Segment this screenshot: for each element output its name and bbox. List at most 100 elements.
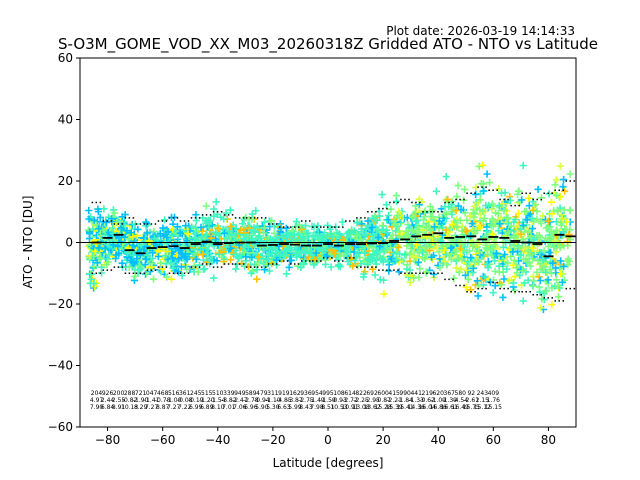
scatter-point — [542, 224, 550, 232]
scatter-point — [519, 221, 527, 229]
scatter-point — [410, 274, 418, 282]
bin-stat-n: 204 — [91, 390, 103, 397]
scatter-point — [288, 246, 296, 254]
scatter-point — [436, 263, 444, 271]
bin-stat-sd: 13.08 — [352, 404, 369, 411]
scatter-point — [214, 224, 222, 232]
scatter-point — [517, 230, 525, 238]
scatter-point — [227, 222, 235, 231]
scatter-point — [202, 231, 210, 239]
scatter-point — [354, 248, 362, 256]
scatter-point — [492, 250, 500, 258]
bin-stat-n: 162 — [289, 390, 301, 397]
scatter-point — [184, 230, 192, 238]
scatter-point — [321, 260, 330, 269]
scatter-point — [450, 274, 458, 282]
scatter-point — [232, 230, 240, 238]
scatter-point — [188, 223, 196, 231]
bin-stat-mean: -1.39 — [441, 397, 457, 404]
bin-stat-mean: -1.54 — [210, 397, 226, 404]
scatter-point — [364, 217, 372, 225]
scatter-point — [248, 210, 256, 218]
scatter-point — [481, 273, 489, 281]
scatter-point — [114, 242, 122, 250]
scatter-point — [472, 190, 480, 198]
bin-stat-mean: 4.97 — [90, 397, 104, 404]
x-tick-label: −60 — [150, 433, 175, 447]
x-tick-label: 80 — [541, 433, 556, 447]
scatter-point — [97, 231, 105, 239]
scatter-point — [422, 243, 430, 251]
scatter-point — [182, 222, 190, 230]
y-tick-label: 0 — [65, 236, 73, 250]
bin-stat-n: 047 — [146, 390, 158, 397]
scatter-point — [470, 227, 478, 235]
scatter-point — [264, 255, 272, 263]
scatter-point — [205, 223, 213, 231]
scatter-point — [495, 185, 503, 193]
spread-markers — [91, 180, 576, 302]
scatter-point — [547, 269, 555, 278]
scatter-point — [276, 252, 284, 260]
scatter-point — [529, 206, 537, 214]
bin-stat-sd: 10.53 — [330, 404, 347, 411]
scatter-point — [369, 265, 377, 273]
scatter-point — [559, 183, 567, 191]
scatter-point — [441, 247, 449, 255]
scatter-point — [203, 249, 211, 257]
scatter-points — [84, 161, 574, 314]
scatter-point — [482, 202, 490, 210]
scatter-point — [519, 161, 527, 170]
scatter-point — [242, 253, 250, 261]
scatter-point — [328, 232, 336, 240]
scatter-point — [376, 212, 384, 220]
scatter-point — [534, 185, 542, 193]
scatter-point — [438, 242, 446, 250]
scatter-point — [253, 224, 261, 232]
scatter-point — [414, 258, 422, 266]
bin-stat-n: 367 — [444, 390, 456, 397]
bin-stat-n: 361 — [179, 390, 191, 397]
scatter-point — [471, 210, 479, 218]
bin-stat-mean: -1.00 — [166, 397, 182, 404]
scatter-point — [346, 229, 354, 237]
scatter-point — [252, 207, 260, 215]
scatter-point — [312, 249, 320, 257]
bin-stat-mean: -1.49 — [309, 397, 325, 404]
scatter-point — [270, 222, 278, 230]
scatter-point — [560, 206, 568, 214]
scatter-point — [514, 187, 523, 195]
scatter-point — [556, 162, 564, 170]
scatter-point — [479, 207, 487, 215]
bin-stat-sd: 7.27 — [145, 404, 159, 411]
bin-stat-sd: 6.84 — [101, 404, 115, 411]
scatter-point — [284, 229, 292, 237]
scatter-point — [536, 260, 544, 268]
bin-stat-n: 468 — [157, 390, 169, 397]
scatter-point — [533, 207, 541, 215]
scatter-point — [101, 244, 109, 252]
scatter-point — [93, 259, 101, 267]
mean-markers — [91, 232, 576, 258]
bin-stat-n: 245 — [190, 390, 202, 397]
scatter-point — [556, 243, 564, 251]
scatter-point — [558, 278, 566, 286]
bin-stat-mean: -1.33 — [408, 397, 424, 404]
scatter-point — [331, 249, 339, 257]
chart-title: S-O3M_GOME_VOD_XX_M03_20260318Z Gridded … — [58, 35, 598, 54]
scatter-point — [510, 232, 518, 240]
scatter-point — [121, 233, 129, 241]
scatter-point — [393, 211, 402, 220]
scatter-point — [408, 227, 416, 235]
scatter-point — [528, 214, 536, 222]
scatter-point — [245, 224, 253, 232]
scatter-point — [157, 237, 165, 245]
scatter-point — [504, 220, 512, 228]
scatter-point — [118, 259, 126, 267]
scatter-point — [473, 277, 481, 285]
scatter-point — [474, 256, 482, 265]
scatter-point — [336, 263, 344, 271]
scatter-point — [536, 248, 544, 257]
bin-stat-sd: 10.13 — [121, 404, 138, 411]
scatter-point — [495, 202, 503, 210]
